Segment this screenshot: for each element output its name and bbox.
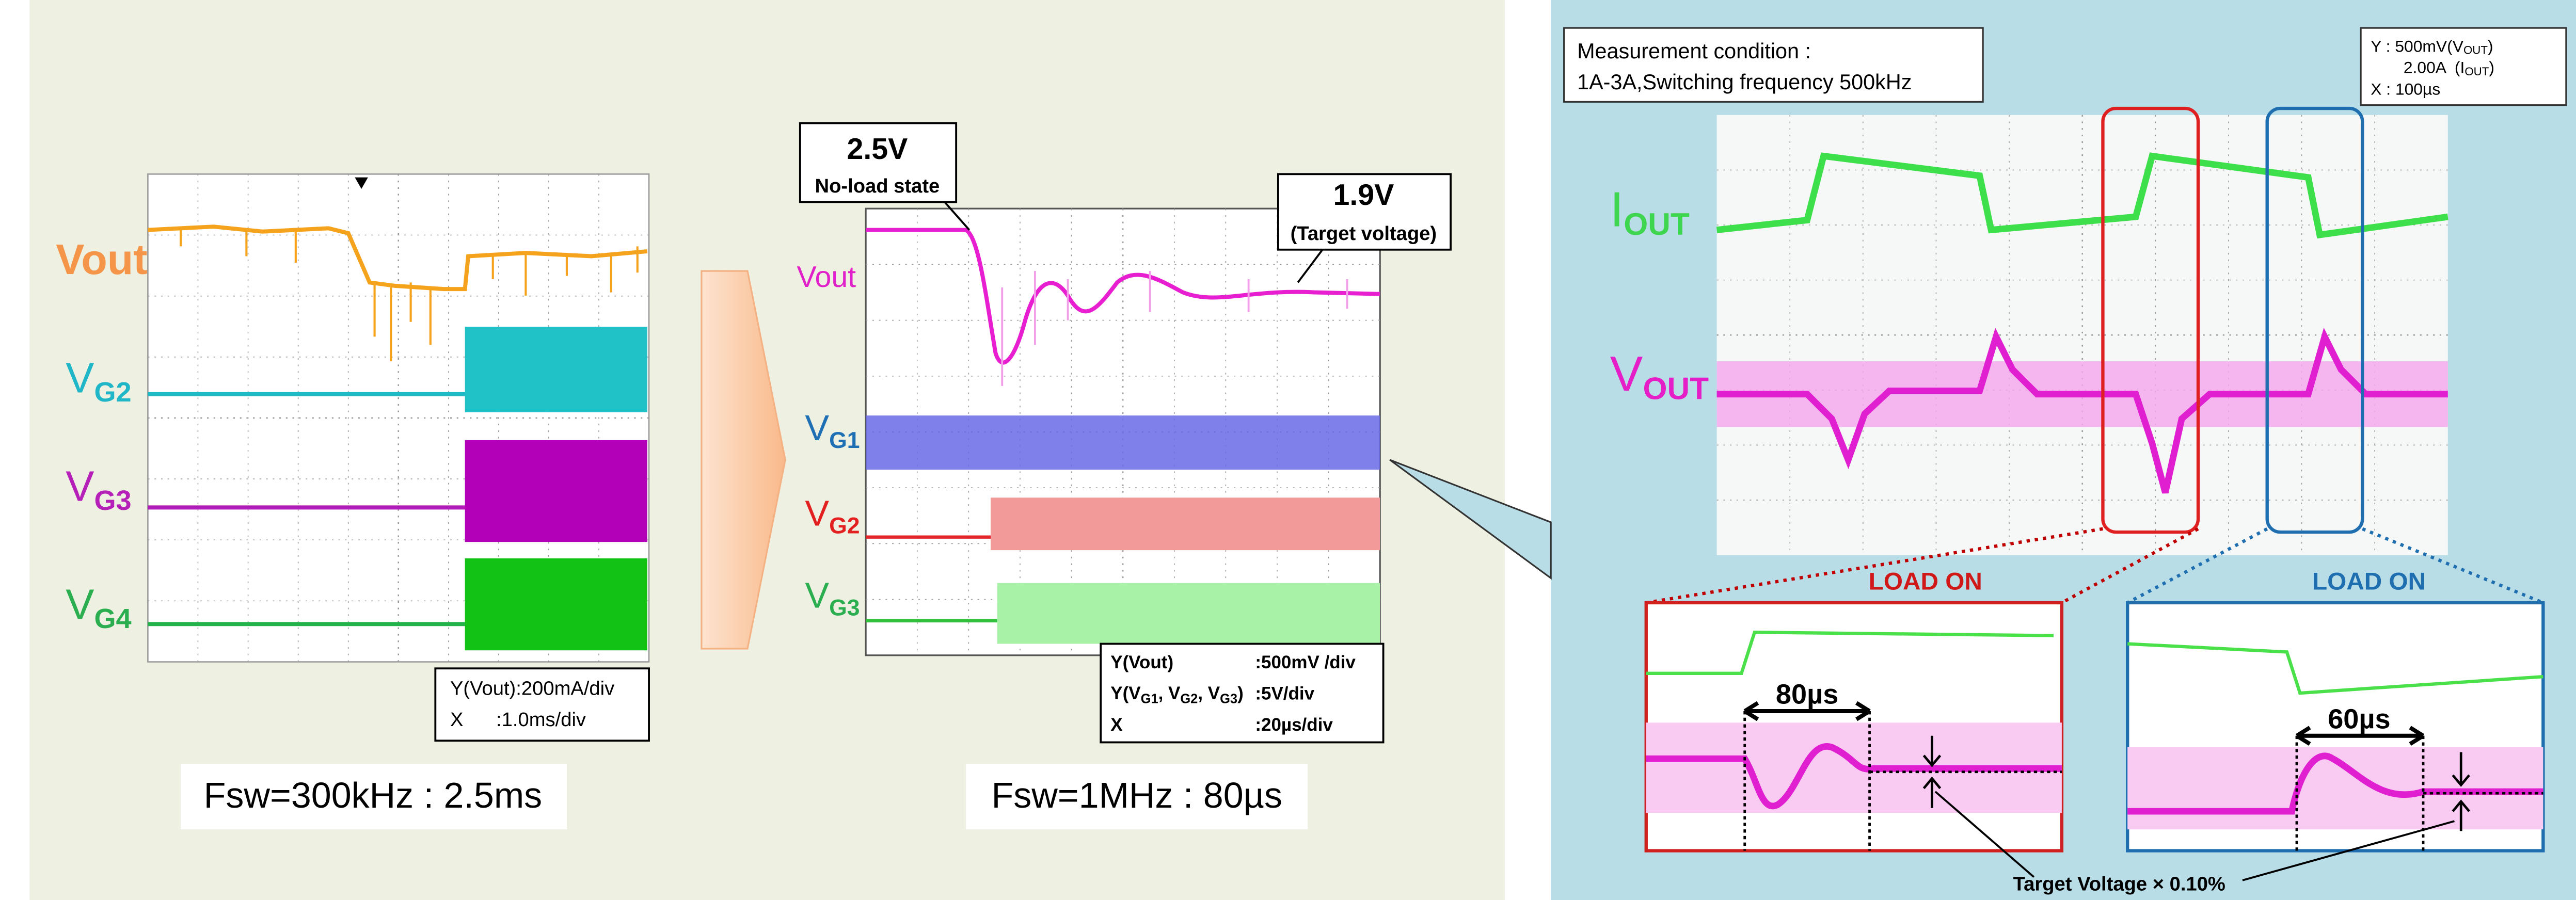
vg2-switching: [465, 327, 647, 412]
scale-part: 2.00A (I: [2404, 58, 2465, 77]
label-main: V: [1610, 347, 1643, 401]
callout-note: No-load state: [815, 175, 940, 197]
label-main: V: [66, 462, 94, 510]
label-main: I: [1610, 183, 1624, 237]
label-sub: G4: [94, 603, 131, 634]
caption: Fsw=300kHz : 2.5ms: [204, 775, 543, 815]
scale-part: , V: [1158, 683, 1181, 703]
label-sub: G3: [94, 485, 131, 516]
scale-label: Y(Vout): [1110, 652, 1173, 672]
vout-label: Vout: [56, 235, 148, 283]
callout-value: 2.5V: [847, 133, 908, 166]
vg3-switching: [465, 440, 647, 542]
callout-value: 1.9V: [1333, 179, 1394, 212]
scale-part: Y : 500mV(V: [2371, 37, 2464, 56]
vout-label: Vout: [797, 261, 856, 294]
scale-part: , V: [1198, 683, 1220, 703]
scale-text: X :1.0ms/div: [450, 709, 586, 731]
scale-sub: OUT: [2463, 44, 2488, 57]
scale-value: :500mV /div: [1255, 652, 1356, 672]
vg3-switching: [997, 583, 1380, 644]
label-sub: G2: [94, 377, 131, 408]
zoom-title: LOAD ON: [1869, 568, 1982, 595]
footnote: Target Voltage × 0.10%: [2013, 873, 2225, 895]
label-main: V: [805, 575, 829, 615]
label-main: V: [805, 493, 829, 533]
condition-text: 1A-3A,Switching frequency 500kHz: [1577, 70, 1912, 94]
label-main: V: [805, 407, 829, 447]
scale-value: :20µs/div: [1255, 715, 1333, 735]
label-main: V: [66, 580, 94, 628]
scale-value: :5V/div: [1255, 683, 1314, 703]
vg4-switching: [465, 558, 647, 650]
zoom-title: LOAD ON: [2312, 568, 2426, 595]
scale-part: ): [2489, 58, 2494, 77]
vg2-switching: [991, 497, 1380, 550]
scale-part: ): [1237, 683, 1244, 703]
condition-text: Measurement condition :: [1577, 39, 1811, 63]
scale-part: Y(V: [1110, 683, 1141, 703]
page: { "left_scope": { "vout_label": "Vout", …: [0, 0, 2576, 900]
scale-sub: OUT: [2464, 65, 2489, 78]
scale-part: ): [2488, 37, 2493, 56]
label-sub: OUT: [1643, 371, 1709, 406]
slide: Vout VG2 VG3 VG4 Y(Vout):200mA/div X :1.…: [0, 0, 2576, 900]
label-sub: OUT: [1624, 206, 1690, 242]
scale-sub: G2: [1180, 692, 1198, 706]
caption: Fsw=1MHz : 80µs: [991, 775, 1282, 815]
scale-text: Y(Vout):200mA/div: [450, 678, 614, 700]
duration-label: 60µs: [2328, 703, 2390, 734]
duration-label: 80µs: [1776, 679, 1838, 710]
label-sub: G1: [829, 428, 860, 453]
label-main: V: [66, 353, 94, 401]
label-sub: G3: [829, 595, 860, 620]
vg1-switching: [866, 415, 1380, 470]
scale-sub: G1: [1141, 692, 1158, 706]
scale-sub: G3: [1220, 692, 1237, 706]
scale-text: X : 100µs: [2371, 79, 2440, 98]
callout-note: (Target voltage): [1291, 222, 1437, 245]
scale-label: X: [1110, 715, 1123, 735]
label-sub: G2: [829, 513, 860, 538]
